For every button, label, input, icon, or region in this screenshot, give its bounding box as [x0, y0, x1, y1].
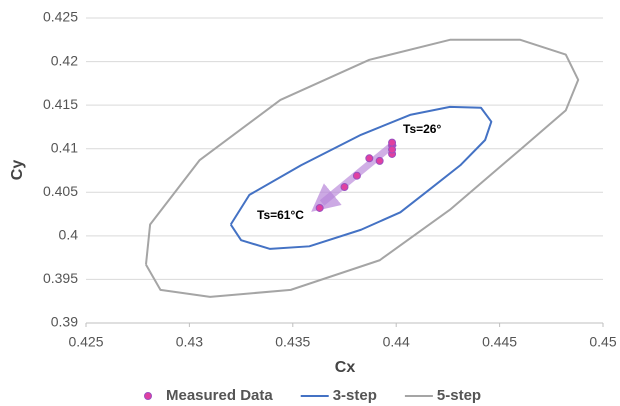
data-point — [388, 138, 397, 147]
data-point — [388, 145, 397, 154]
y-tick-label: 0.39 — [51, 314, 78, 330]
legend-label: 3-step — [333, 387, 377, 404]
x-tick-label: 0.44 — [383, 334, 410, 350]
data-point — [365, 154, 374, 163]
x-tick-label: 0.45 — [589, 334, 616, 350]
legend-label: Measured Data — [166, 387, 273, 404]
data-point — [375, 156, 384, 165]
data-point — [315, 203, 324, 212]
x-tick-label: 0.445 — [482, 334, 517, 350]
y-tick-label: 0.415 — [43, 96, 78, 112]
legend-marker — [144, 392, 152, 400]
y-tick-label: 0.41 — [51, 139, 78, 155]
y-tick-label: 0.405 — [43, 183, 78, 199]
annotation: Ts=61°C — [257, 208, 304, 222]
x-axis-title: Cx — [335, 359, 356, 376]
data-point — [340, 183, 349, 192]
data-point — [352, 171, 361, 180]
annotation: Ts=26° — [403, 122, 441, 136]
y-tick-label: 0.425 — [43, 9, 78, 25]
x-tick-label: 0.425 — [68, 334, 103, 350]
x-tick-label: 0.43 — [176, 334, 203, 350]
x-tick-label: 0.435 — [275, 334, 310, 350]
y-tick-label: 0.42 — [51, 52, 78, 68]
ellipse-line — [144, 38, 580, 298]
y-tick-label: 0.4 — [59, 227, 79, 243]
y-tick-label: 0.395 — [43, 270, 78, 286]
y-axis-title: Cy — [9, 160, 26, 181]
ellipse-line — [229, 105, 493, 250]
legend-label: 5-step — [437, 387, 481, 404]
